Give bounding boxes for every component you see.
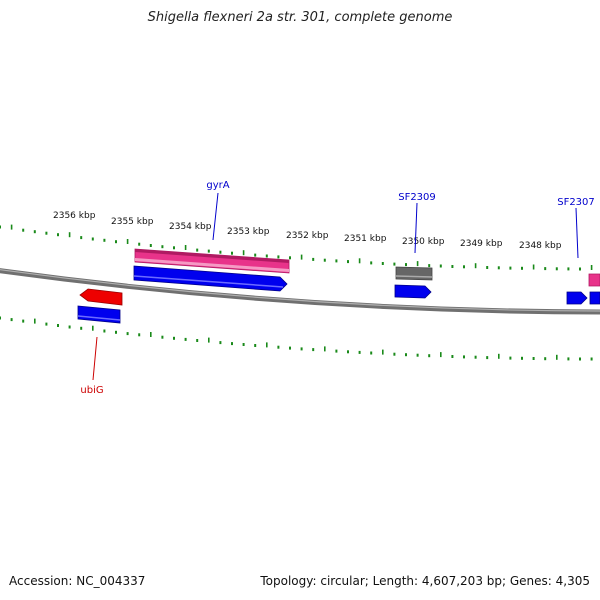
scale-labels: 2356 kbp 2355 kbp 2354 kbp 2353 kbp 2352… [53, 211, 562, 251]
inner-tick-ring [0, 316, 593, 361]
accession-text: Accession: NC_004337 [9, 574, 146, 588]
cds-feature-ubiG[interactable] [77, 305, 121, 324]
gene-label-SF2307[interactable]: SF2307 [557, 197, 595, 208]
SF2309-callout-line [414, 202, 418, 254]
scale-label: 2354 kbp [169, 222, 212, 232]
scale-label: 2355 kbp [111, 217, 154, 227]
scale-label: 2349 kbp [460, 239, 503, 249]
gene-label-ubiG[interactable]: ubiG [80, 385, 103, 396]
genome-backbone [0, 268, 600, 315]
cds-feature-SF2307[interactable] [566, 291, 588, 305]
gene-feature-SF2309[interactable] [395, 266, 433, 281]
scale-label: 2356 kbp [53, 211, 96, 221]
SF2307-callout-line [575, 207, 579, 259]
scale-label: 2350 kbp [402, 237, 445, 247]
map-title: Shigella flexneri 2a str. 301, complete … [147, 10, 453, 25]
gene-feature-ubiG[interactable] [79, 288, 123, 306]
scale-label: 2353 kbp [227, 227, 270, 237]
scale-label: 2351 kbp [344, 234, 387, 244]
scale-label: 2348 kbp [519, 241, 562, 251]
scale-label: 2352 kbp [286, 231, 329, 241]
outer-tick-ring [0, 224, 593, 271]
cds-feature-SF2309[interactable] [394, 284, 432, 299]
genome-summary-text: Topology: circular; Length: 4,607,203 bp… [260, 574, 590, 588]
gene-feature-SF2307[interactable] [588, 273, 600, 287]
gene-label-gyrA[interactable]: gyrA [206, 180, 229, 191]
gyrA-callout-line [212, 192, 219, 241]
gene-label-SF2309[interactable]: SF2309 [398, 192, 436, 203]
ubiG-callout-line [92, 336, 98, 381]
